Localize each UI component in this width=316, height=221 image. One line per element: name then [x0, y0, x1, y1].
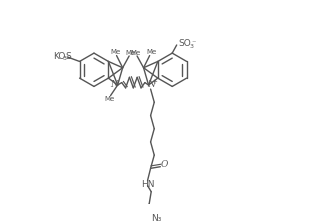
- Text: Me: Me: [126, 50, 136, 56]
- Text: S: S: [65, 52, 71, 61]
- Text: Me: Me: [105, 96, 115, 102]
- Text: N: N: [148, 80, 155, 89]
- Text: Me: Me: [110, 49, 121, 55]
- Text: Me: Me: [131, 50, 141, 56]
- Text: Me: Me: [146, 49, 156, 55]
- Text: O: O: [160, 160, 168, 169]
- Text: +: +: [151, 79, 157, 85]
- Text: 3: 3: [189, 44, 193, 49]
- Text: 3: 3: [62, 56, 66, 61]
- Text: ⁻: ⁻: [191, 38, 196, 48]
- Text: KO: KO: [53, 52, 65, 61]
- Text: HN: HN: [141, 180, 155, 189]
- Text: N₃: N₃: [151, 214, 162, 221]
- Text: N: N: [111, 80, 118, 89]
- Text: SO: SO: [179, 39, 191, 48]
